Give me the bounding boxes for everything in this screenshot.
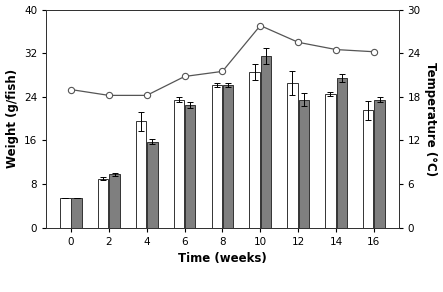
- Bar: [325, 94, 335, 228]
- Bar: [109, 174, 120, 228]
- Y-axis label: Temperature (°C): Temperature (°C): [424, 62, 437, 176]
- Bar: [287, 83, 298, 228]
- Bar: [249, 72, 260, 228]
- Bar: [337, 78, 347, 228]
- Bar: [261, 56, 271, 228]
- Bar: [185, 105, 195, 228]
- Y-axis label: Weight (g/fish): Weight (g/fish): [6, 69, 19, 168]
- Bar: [363, 110, 373, 228]
- X-axis label: Time (weeks): Time (weeks): [178, 252, 267, 265]
- Bar: [71, 198, 82, 228]
- Bar: [299, 100, 309, 228]
- Bar: [98, 179, 109, 228]
- Bar: [223, 85, 233, 228]
- Bar: [374, 100, 385, 228]
- Bar: [60, 198, 70, 228]
- Bar: [212, 85, 222, 228]
- Bar: [136, 121, 146, 228]
- Bar: [174, 100, 184, 228]
- Bar: [147, 142, 158, 228]
